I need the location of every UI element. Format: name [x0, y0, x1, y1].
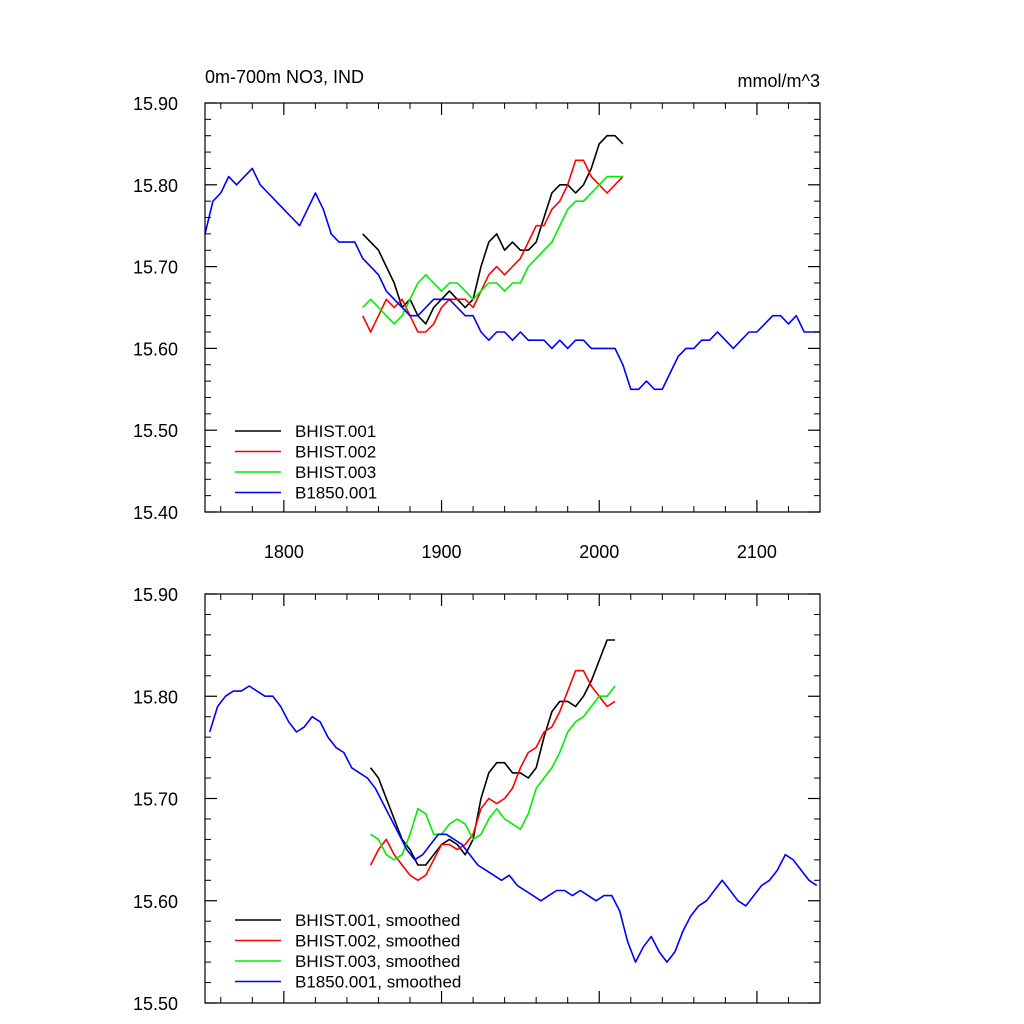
bottom-series-line-4 [208, 685, 818, 963]
bottom-y-tick-label: 15.60 [133, 892, 178, 912]
bottom-series-line-1 [369, 639, 615, 866]
top-y-tick-label: 15.70 [133, 258, 178, 278]
top-legend-label-2: BHIST.002 [295, 443, 376, 462]
top-y-tick-label: 15.80 [133, 176, 178, 196]
top-x-tick-label: 1900 [422, 542, 462, 562]
top-chart-units: mmol/m^3 [738, 71, 820, 91]
top-y-tick-label: 15.60 [133, 339, 178, 359]
top-x-tick-label: 1800 [264, 542, 304, 562]
bottom-legend-label-2: BHIST.002, smoothed [295, 932, 460, 951]
top-y-tick-label: 15.90 [133, 94, 178, 114]
bottom-y-tick-label: 15.70 [133, 790, 178, 810]
bottom-y-tick-label: 15.50 [133, 994, 178, 1014]
bottom-legend-label-1: BHIST.001, smoothed [295, 911, 460, 930]
bottom-legend-label-4: B1850.001, smoothed [295, 973, 461, 992]
top-x-tick-label: 2000 [579, 542, 619, 562]
top-plot-frame [204, 102, 821, 513]
bottom-y-tick-label: 15.90 [133, 585, 178, 605]
top-chart-panel: 0m-700m NO3, IND mmol/m^3 BHIST.001 BHIST… [133, 67, 821, 562]
top-y-tick-label: 15.40 [133, 503, 178, 523]
bottom-y-tick-label: 15.80 [133, 687, 178, 707]
top-chart-title: 0m-700m NO3, IND [205, 67, 364, 87]
bottom-series-line-2 [369, 669, 616, 882]
top-series-line-1 [362, 134, 624, 325]
bottom-series-line-3 [370, 685, 616, 861]
top-legend-label-1: BHIST.001 [295, 422, 376, 441]
bottom-chart-panel: BHIST.001, smoothed BHIST.002, smoothedBH… [133, 585, 821, 1014]
top-y-tick-label: 15.50 [133, 421, 178, 441]
top-series-line-3 [362, 175, 623, 325]
top-series-line-4 [204, 167, 820, 391]
top-x-tick-label: 2100 [737, 542, 777, 562]
top-legend-label-4: B1850.001 [295, 484, 377, 503]
top-legend-label-3: BHIST.003 [295, 463, 376, 482]
bottom-legend-label-3: BHIST.003, smoothed [295, 952, 460, 971]
